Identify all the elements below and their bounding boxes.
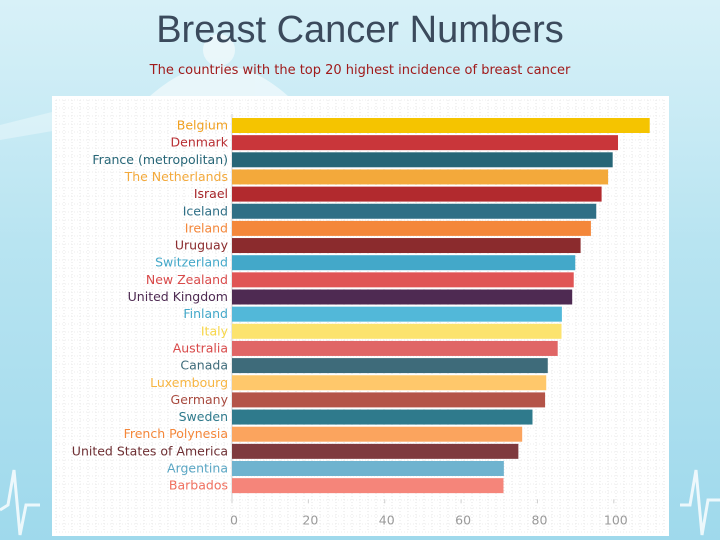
bar-9 xyxy=(232,272,574,288)
bar-13 xyxy=(232,340,558,356)
slide-subtitle: The countries with the top 20 highest in… xyxy=(149,63,571,78)
category-label-6: Ireland xyxy=(185,220,228,235)
chart-panel: Belgium Denmark France (metropolitan) The N… xyxy=(52,96,669,536)
category-label-13: Australia xyxy=(173,340,228,355)
bar-6 xyxy=(232,220,591,236)
bar-20 xyxy=(232,461,504,476)
bar-21 xyxy=(232,478,504,494)
bar-2 xyxy=(232,152,613,168)
x-tick-label-3: 60 xyxy=(455,512,471,527)
bar-5 xyxy=(232,203,597,219)
category-label-16: Germany xyxy=(171,392,229,407)
x-tick-label-2: 40 xyxy=(379,512,395,527)
category-label-10: United Kingdom xyxy=(128,289,228,304)
bar-1 xyxy=(232,135,619,151)
bar-17 xyxy=(232,409,533,425)
x-tick-label-0: 0 xyxy=(230,512,238,527)
category-label-18: French Polynesia xyxy=(124,426,228,441)
bar-8 xyxy=(232,255,576,271)
category-label-2: France (metropolitan) xyxy=(92,152,228,167)
bar-10 xyxy=(232,289,573,305)
bar-3 xyxy=(232,169,609,185)
category-label-17: Sweden xyxy=(179,409,228,424)
category-label-4: Israel xyxy=(194,186,228,201)
slide-title: Breast Cancer Numbers xyxy=(156,9,564,51)
bar-11 xyxy=(232,306,562,322)
bar-19 xyxy=(232,443,519,459)
bar-16 xyxy=(232,392,546,408)
category-label-3: The Netherlands xyxy=(124,169,228,184)
bar-18 xyxy=(232,426,523,442)
category-label-0: Belgium xyxy=(177,118,228,133)
category-label-9: New Zealand xyxy=(146,272,228,287)
category-label-19: United States of America xyxy=(72,443,228,458)
x-tick-label-4: 80 xyxy=(532,512,548,527)
category-label-11: Finland xyxy=(183,306,228,321)
bar-12 xyxy=(232,323,562,339)
bar-14 xyxy=(232,358,548,374)
category-label-14: Canada xyxy=(180,358,228,373)
category-label-8: Switzerland xyxy=(155,255,228,270)
category-label-7: Uruguay xyxy=(175,238,229,253)
x-tick-label-1: 20 xyxy=(302,512,318,527)
x-tick-label-5: 100 xyxy=(604,512,628,527)
category-label-5: Iceland xyxy=(183,203,228,218)
category-label-20: Argentina xyxy=(167,461,228,476)
category-label-21: Barbados xyxy=(169,478,228,493)
category-label-1: Denmark xyxy=(171,135,229,150)
category-label-15: Luxembourg xyxy=(150,375,228,390)
category-label-12: Italy xyxy=(201,323,229,338)
bar-4 xyxy=(232,186,602,202)
bar-15 xyxy=(232,375,547,391)
bar-7 xyxy=(232,238,581,254)
bar-chart: Belgium Denmark France (metropolitan) The N… xyxy=(55,99,665,533)
bar-0 xyxy=(232,118,650,133)
